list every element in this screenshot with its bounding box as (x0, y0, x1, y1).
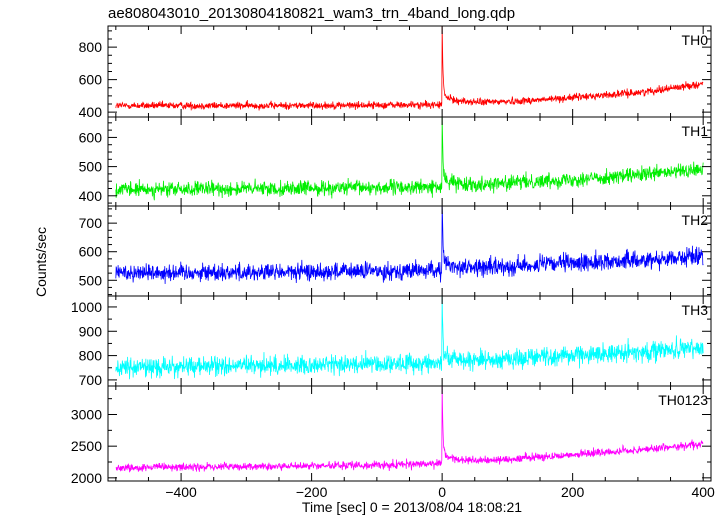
series-th0 (115, 25, 704, 111)
y-tick-label: 900 (79, 323, 103, 339)
y-tick-label: 2000 (71, 470, 102, 486)
y-tick-label: 600 (79, 72, 103, 88)
panel-label: TH1 (682, 123, 709, 139)
panel-th1: 400 500 600 TH1 (79, 116, 712, 207)
y-tick-label: 400 (79, 104, 103, 120)
x-axis-label: Time [sec] 0 = 2013/08/04 18:08:21 (302, 499, 522, 515)
x-tick-label: −400 (165, 484, 197, 500)
panel-th0: 400 600 800 TH0 (79, 25, 712, 120)
panel-frame (107, 295, 712, 387)
panel-frame (107, 205, 712, 297)
chart-title: ae808043010_20130804180821_wam3_trn_4ban… (108, 5, 515, 22)
panel-label: TH2 (682, 212, 709, 228)
y-tick-label: 800 (79, 39, 103, 55)
panel-label: TH3 (682, 302, 709, 318)
series-th0123 (115, 385, 704, 473)
series-th1 (115, 116, 704, 201)
y-tick-label: 500 (79, 159, 103, 175)
panel-th2: 500 600 700 TH2 (79, 205, 712, 297)
x-tick-label: 400 (691, 484, 715, 500)
panels-group: 400 600 800 TH0 400 500 600 TH1 500 600 700 TH2 700 8… (71, 25, 712, 486)
panel-th3: 700 800 900 1000 TH3 (71, 295, 712, 388)
panel-th0123: 2000 2500 3000 TH0123 (71, 385, 712, 486)
y-tick-label: 600 (79, 129, 103, 145)
y-tick-label: 500 (79, 272, 103, 288)
panel-label: TH0 (682, 32, 709, 48)
y-axis-label: Counts/sec (33, 227, 49, 297)
y-tick-label: 700 (79, 215, 103, 231)
y-tick-label: 3000 (71, 407, 102, 423)
x-tick-label: 200 (561, 484, 585, 500)
y-tick-label: 2500 (71, 438, 102, 454)
panel-label: TH0123 (658, 392, 708, 408)
y-tick-label: 600 (79, 244, 103, 260)
series-th2 (115, 205, 704, 284)
y-tick-label: 800 (79, 348, 103, 364)
y-tick-label: 700 (79, 372, 103, 388)
x-axis: −400 −200 0 200 400 (165, 484, 715, 500)
series-th3 (115, 295, 704, 380)
y-tick-label: 400 (79, 188, 103, 204)
x-tick-label: −200 (296, 484, 328, 500)
x-tick-label: 0 (438, 484, 446, 500)
y-tick-label: 1000 (71, 299, 102, 315)
